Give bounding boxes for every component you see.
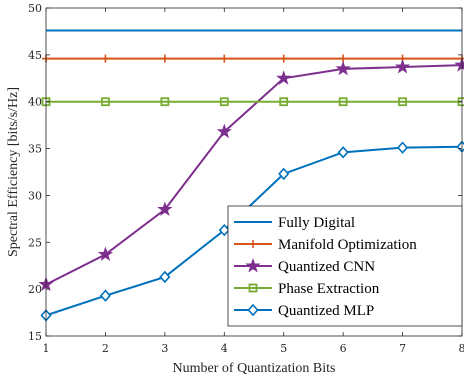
x-tick-label-2: 3	[161, 342, 168, 355]
legend-label-4: Quantized MLP	[278, 303, 374, 319]
x-tick-label-5: 6	[340, 342, 347, 355]
x-tick-label-4: 5	[280, 342, 287, 355]
y-tick-label-4: 35	[28, 143, 42, 156]
legend-label-0: Fully Digital	[278, 215, 355, 231]
x-tick-label-7: 8	[459, 342, 464, 355]
legend-label-1: Manifold Optimization	[278, 237, 417, 253]
x-tick-label-6: 7	[399, 342, 406, 355]
x-tick-label-3: 4	[221, 342, 228, 355]
x-axis-title: Number of Quantization Bits	[173, 361, 336, 376]
x-tick-label-1: 2	[102, 342, 109, 355]
y-tick-label-1: 20	[28, 283, 42, 296]
y-tick-label-0: 15	[28, 330, 42, 343]
y-tick-label-2: 25	[28, 236, 42, 249]
legend-label-3: Phase Extraction	[278, 281, 380, 297]
y-tick-label-3: 30	[28, 189, 42, 202]
x-tick-label-0: 1	[43, 342, 50, 355]
legend: Fully Digital Manifold Optimization Quanti…	[228, 206, 462, 326]
y-tick-label-7: 50	[28, 2, 42, 15]
y-axis-title: Spectral Efficiency [bits/s/Hz]	[6, 87, 21, 257]
legend-label-2: Quantized CNN	[278, 259, 375, 275]
y-tick-label-5: 40	[28, 96, 42, 109]
y-tick-label-6: 45	[28, 49, 42, 62]
